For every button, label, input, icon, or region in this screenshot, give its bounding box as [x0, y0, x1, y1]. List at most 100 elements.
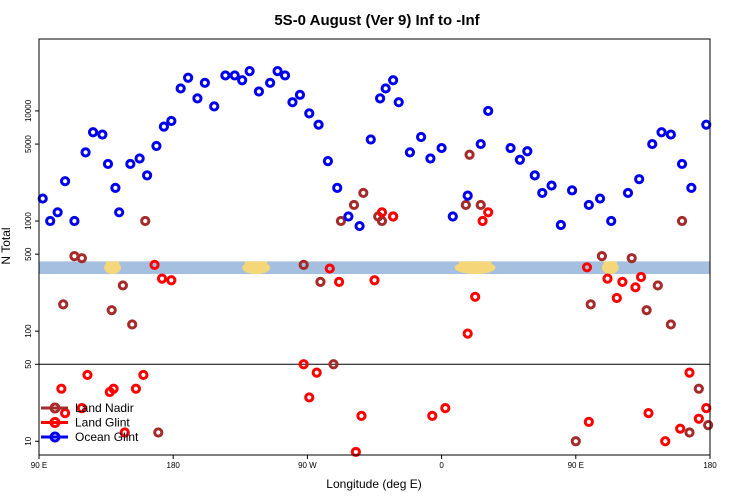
- land-glint-point: [617, 276, 628, 288]
- x-tick-label: 90 E: [568, 461, 584, 470]
- land-glint-point: [108, 383, 119, 394]
- ocean-glint-point: [393, 97, 404, 108]
- ocean-glint-point: [209, 101, 220, 112]
- ocean-glint-point: [272, 65, 283, 77]
- land-glint-point: [304, 392, 315, 403]
- land-nadir-point: [464, 149, 475, 160]
- y-tick-label: 1000: [24, 212, 33, 230]
- land-glint-point: [477, 215, 488, 227]
- land-glint-point: [311, 367, 322, 378]
- land-glint-point: [427, 410, 438, 421]
- ocean-glint-point: [279, 70, 291, 81]
- ocean-glint-point: [415, 131, 427, 143]
- x-axis-label: Longitude (deg E): [326, 477, 421, 491]
- ocean-glint-point: [505, 142, 516, 154]
- land-region-top: [244, 261, 268, 268]
- land-glint-point: [611, 292, 622, 304]
- land-glint-point: [643, 408, 654, 419]
- land-nadir-point: [585, 299, 596, 310]
- ocean-glint-point: [237, 75, 248, 86]
- ocean-glint-point: [220, 70, 231, 81]
- x-tick-label: 180: [703, 461, 717, 470]
- ocean-glint-point: [80, 147, 91, 158]
- ocean-glint-point: [102, 158, 114, 170]
- x-tick-label: 90 W: [298, 461, 317, 470]
- ocean-glint-point: [52, 207, 63, 218]
- x-tick-label: 180: [167, 461, 181, 470]
- ocean-glint-point: [676, 158, 688, 170]
- legend-label: Land Glint: [75, 416, 130, 430]
- y-tick-label: 50: [24, 359, 33, 368]
- ocean-glint-point: [125, 158, 136, 170]
- land-nadir-point: [475, 199, 486, 211]
- ocean-glint-point: [253, 86, 265, 97]
- legend-label: Land Nadir: [75, 401, 134, 415]
- ocean-glint-point: [114, 207, 125, 218]
- land-glint-point: [660, 436, 671, 447]
- land-glint-point: [166, 275, 177, 286]
- land-glint-point: [350, 446, 361, 458]
- ocean-glint-point: [142, 170, 153, 181]
- ocean-glint-point: [606, 215, 617, 227]
- land-glint-point: [440, 402, 451, 414]
- legend-label: Ocean Glint: [75, 430, 139, 444]
- land-glint-point: [298, 359, 309, 370]
- land-glint-point: [59, 408, 71, 419]
- ocean-glint-point: [134, 153, 145, 164]
- y-axis-ticks: 10 50 100 500 1000 5000 10000: [24, 99, 39, 446]
- ocean-glint-point: [425, 153, 436, 164]
- ocean-glint-point: [158, 121, 169, 132]
- ocean-glint-point: [97, 129, 108, 140]
- land-nadir-point: [693, 383, 704, 394]
- land-nadir-point: [335, 215, 347, 227]
- ocean-glint-point: [354, 220, 365, 232]
- ocean-glint-point: [656, 127, 667, 138]
- legend-marker: [49, 417, 61, 428]
- land-nadir-point: [358, 187, 369, 199]
- land-nadir-point: [315, 276, 326, 288]
- chart-title: 5S-0 August (Ver 9) Inf to -Inf: [274, 12, 480, 29]
- land-glint-point: [369, 275, 380, 286]
- land-glint-point: [602, 273, 613, 284]
- y-tick-label: 500: [24, 247, 33, 261]
- land-nadir-point: [652, 280, 663, 291]
- land-glint-point: [583, 416, 594, 427]
- ocean-glint-point: [665, 129, 676, 140]
- land-glint-point: [76, 402, 87, 414]
- ocean-glint-point: [566, 185, 578, 196]
- land-nadir-point: [570, 436, 581, 447]
- land-nadir-point: [298, 259, 309, 270]
- y-tick-label: 5000: [24, 135, 33, 153]
- land-glint-point: [630, 282, 641, 293]
- ocean-glint-point: [365, 134, 376, 145]
- ocean-glint-point: [59, 176, 71, 187]
- ocean-band: [39, 261, 710, 275]
- ocean-glint-point: [322, 156, 334, 167]
- land-glint-point: [333, 276, 345, 288]
- land-glint-point: [356, 410, 367, 421]
- ocean-glint-point: [634, 174, 645, 185]
- legend-marker: [49, 402, 61, 414]
- land-nadir-point: [348, 199, 360, 211]
- land-region-top: [458, 261, 492, 268]
- land-nadir-point: [106, 305, 117, 316]
- land-glint-point: [82, 369, 93, 381]
- ocean-glint-point: [229, 70, 240, 81]
- ocean-glint-point: [151, 140, 162, 152]
- plot-frame: [38, 38, 711, 456]
- ocean-glint-point: [647, 138, 658, 150]
- ocean-glint-point: [265, 77, 276, 88]
- land-region-top: [105, 261, 120, 268]
- ocean-glint-point: [483, 105, 494, 117]
- ocean-glint-point: [192, 93, 203, 104]
- ocean-glint-point: [546, 180, 557, 191]
- ocean-glint-point: [622, 187, 634, 199]
- ocean-glint-point: [343, 211, 354, 222]
- ocean-glint-point: [583, 199, 594, 211]
- x-axis-ticks: 90 E 180 90 W 0 90 E 180: [31, 455, 717, 470]
- land-glint-point: [470, 291, 481, 302]
- land-nadir-point: [140, 215, 151, 227]
- land-nadir-point: [58, 299, 69, 310]
- land-nadir-point: [703, 420, 714, 431]
